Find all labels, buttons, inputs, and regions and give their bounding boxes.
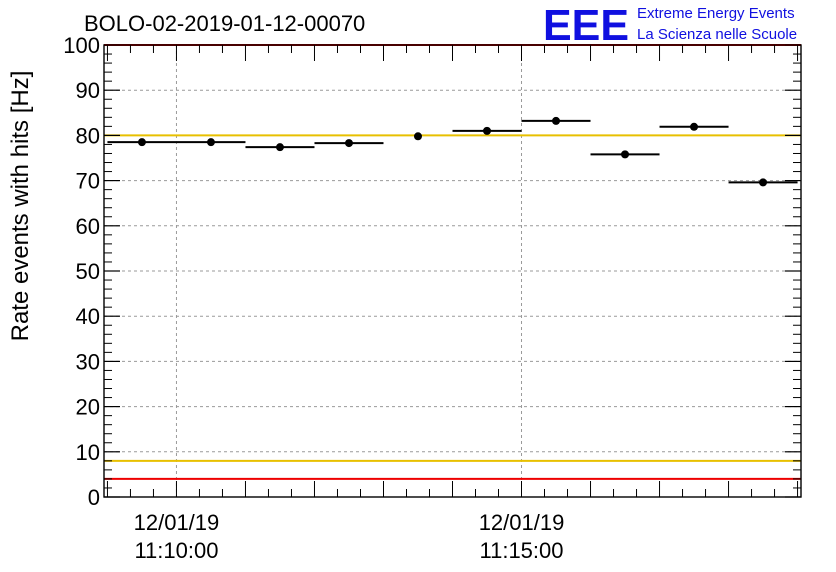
data-point [413,132,422,141]
plot-frame [103,44,802,498]
data-points [107,116,798,187]
y-tick-label: 70 [76,169,100,194]
point-marker [344,139,353,148]
grid-layer [104,45,801,497]
data-point [176,138,246,147]
x-tick-label-time: 11:10:00 [134,538,218,563]
data-point [452,126,522,135]
data-point [107,138,177,147]
y-tick-label: 100 [63,33,100,58]
logo-line-1: Extreme Energy Events [637,5,795,22]
x-tick-label-time: 11:15:00 [480,538,564,563]
data-point [659,122,729,131]
point-marker [552,116,561,125]
y-tick-label: 90 [76,78,100,103]
chart-title: BOLO-02-2019-01-12-00070 [84,11,365,36]
y-tick-labels: 0 10 20 30 40 50 60 70 80 90 100 [63,33,100,510]
x-tick-labels: 12/01/19 11:10:00 12/01/19 11:15:00 [134,510,565,563]
data-point [521,116,591,125]
y-tick-label: 30 [76,349,100,374]
y-tick-label: 20 [76,395,100,420]
point-marker [483,126,492,135]
y-tick-label: 40 [76,304,100,329]
y-axis-label: Rate events with hits [Hz] [7,71,34,342]
x-tick-label-date: 12/01/19 [134,510,220,535]
data-point [314,139,384,148]
y-tick-label: 60 [76,214,100,239]
eee-logo: EEE Extreme Energy Events La Scienza nel… [543,1,797,50]
logo-mark: EEE [543,1,629,50]
y-tick-label: 80 [76,123,100,148]
point-marker [759,178,768,187]
y-tick-label: 50 [76,259,100,284]
point-marker [137,138,146,147]
x-tick-label-date: 12/01/19 [479,510,565,535]
y-tick-label: 0 [88,485,100,510]
point-marker [275,143,284,152]
point-marker [690,122,699,131]
data-point [728,178,798,187]
point-marker [413,132,422,141]
data-point [590,150,660,159]
y-tick-label: 10 [76,440,100,465]
logo-line-2: La Scienza nelle Scuole [637,26,797,43]
data-point [245,143,315,152]
point-marker [206,138,215,147]
point-marker [621,150,630,159]
